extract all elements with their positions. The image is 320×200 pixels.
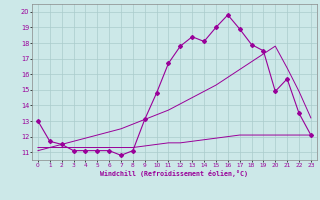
- X-axis label: Windchill (Refroidissement éolien,°C): Windchill (Refroidissement éolien,°C): [100, 170, 248, 177]
